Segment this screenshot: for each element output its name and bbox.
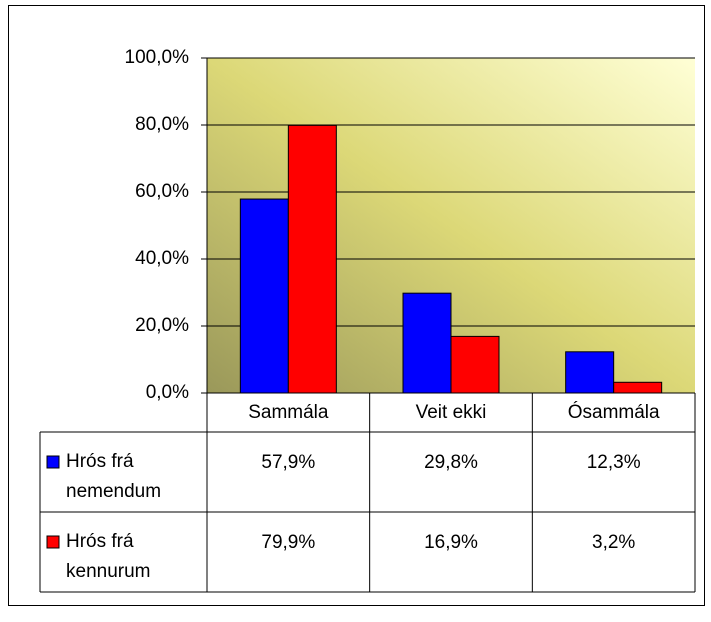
y-tick-label: 40,0% [135, 248, 189, 269]
bar [402, 292, 452, 394]
table-value: 12,3% [587, 452, 641, 473]
bar [565, 351, 615, 394]
bar [613, 381, 663, 394]
x-tick-label: Sammála [248, 402, 329, 423]
legend-key [46, 535, 60, 549]
bar [450, 335, 500, 394]
y-tick-label: 80,0% [135, 114, 189, 135]
table-value: 3,2% [592, 532, 635, 553]
y-tick-label: 0,0% [146, 382, 189, 403]
table-value: 57,9% [261, 452, 315, 473]
legend-key [46, 455, 60, 469]
legend-label: Hrós frá nemendum [66, 451, 162, 502]
x-tick-label: Veit ekki [416, 402, 487, 423]
table-value: 79,9% [261, 532, 315, 553]
y-tick-label: 60,0% [135, 181, 189, 202]
y-tick-label: 20,0% [135, 315, 189, 336]
table-value: 29,8% [424, 452, 478, 473]
bar [239, 198, 289, 394]
table-value: 16,9% [424, 532, 478, 553]
y-tick-label: 100,0% [125, 47, 190, 68]
bar [287, 124, 337, 394]
x-tick-label: Ósammála [568, 401, 660, 423]
legend-label: Hrós frá kennurum [66, 531, 151, 582]
